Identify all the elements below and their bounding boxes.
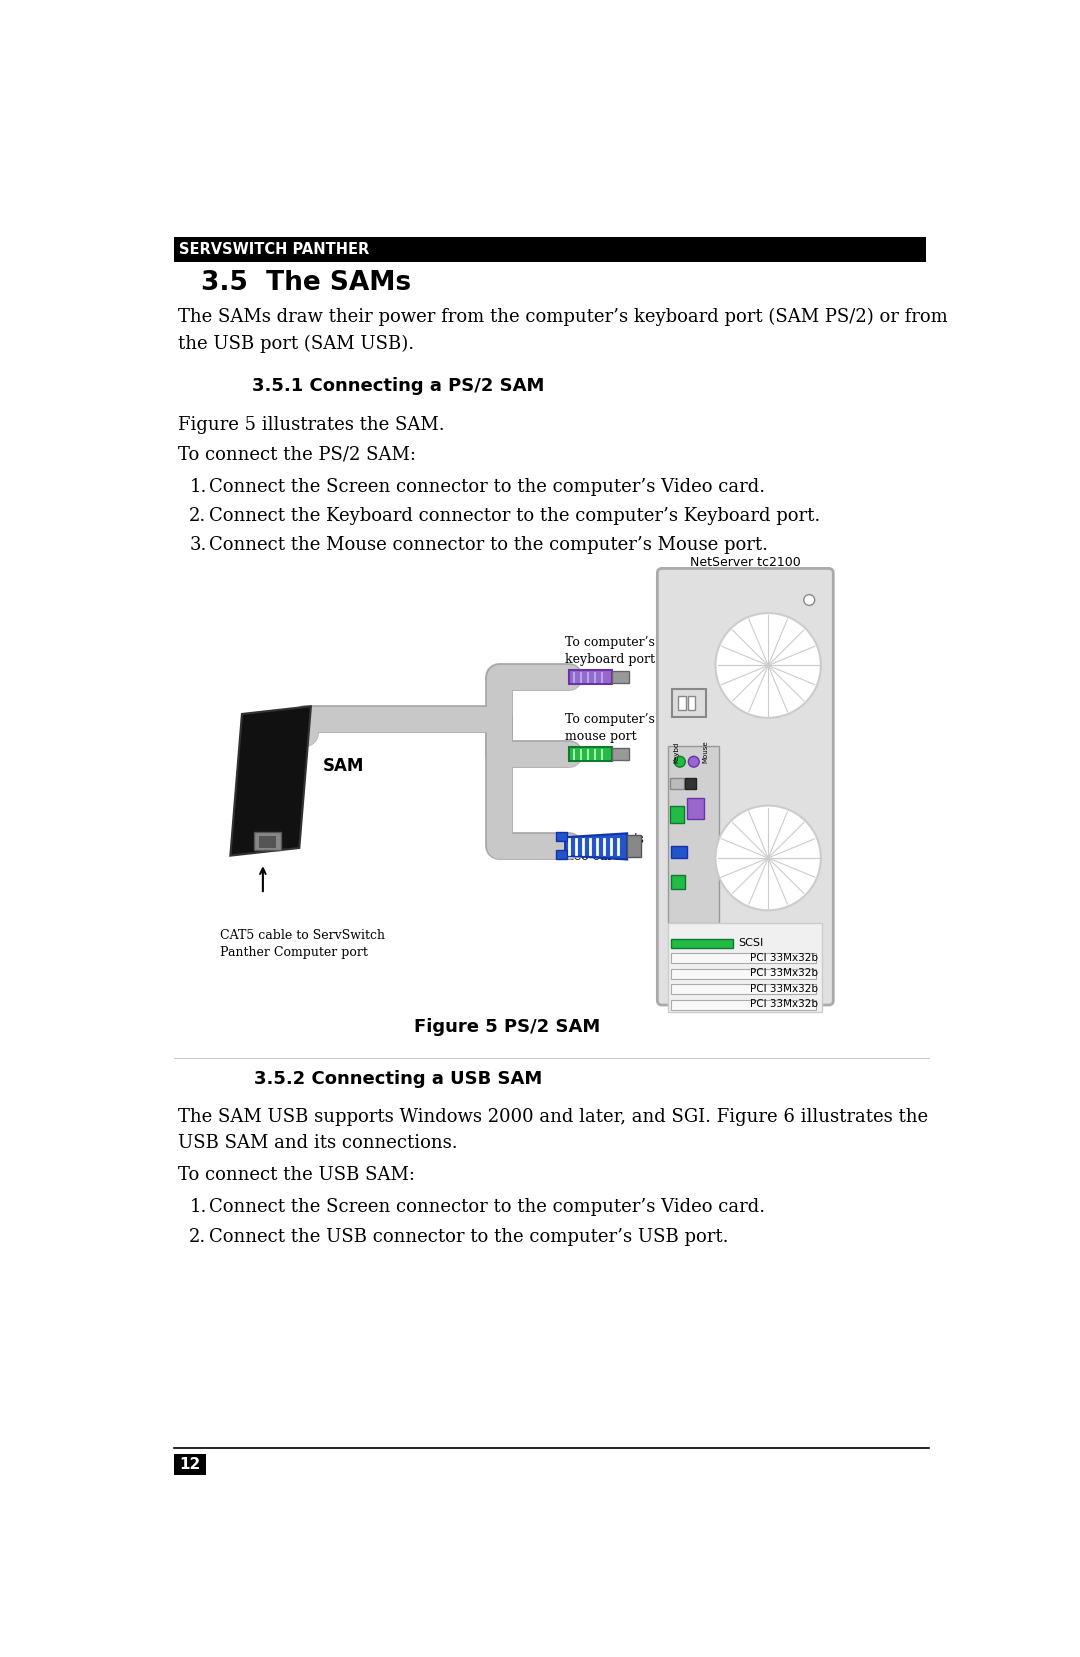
Bar: [672, 969, 816, 979]
Text: 2.: 2.: [189, 1228, 206, 1246]
Text: Mouse: Mouse: [702, 741, 708, 764]
Text: 1.: 1.: [189, 477, 206, 495]
Bar: [627, 835, 642, 857]
Circle shape: [715, 613, 821, 717]
Text: 3.: 3.: [189, 537, 206, 553]
Text: CAT5 cable to ServSwitch
Panther Computer port: CAT5 cable to ServSwitch Panther Compute…: [220, 930, 386, 959]
Text: 2.: 2.: [189, 507, 206, 525]
Bar: [669, 923, 823, 1012]
Text: SCSI: SCSI: [738, 938, 764, 948]
Bar: [611, 747, 629, 761]
Bar: [688, 696, 696, 711]
Text: SERVSWITCH PANTHER: SERVSWITCH PANTHER: [179, 242, 369, 257]
Bar: [672, 940, 733, 948]
Bar: [174, 1453, 206, 1475]
Text: Connect the Mouse connector to the computer’s Mouse port.: Connect the Mouse connector to the compu…: [208, 537, 768, 553]
Text: The SAMs draw their power from the computer’s keyboard port (SAM PS/2) or from
t: The SAMs draw their power from the compu…: [177, 308, 947, 353]
Bar: [672, 875, 685, 888]
FancyBboxPatch shape: [255, 832, 281, 850]
Text: 3.5  The SAMs: 3.5 The SAMs: [201, 270, 411, 295]
Text: NetServer tc2100: NetServer tc2100: [689, 557, 800, 570]
Text: SAM: SAM: [323, 757, 364, 774]
Text: 3.5.2 Connecting a USB SAM: 3.5.2 Connecting a USB SAM: [255, 1070, 542, 1087]
Bar: [670, 777, 684, 789]
Text: Connect the Screen connector to the computer’s Video card.: Connect the Screen connector to the comp…: [208, 1198, 765, 1216]
FancyBboxPatch shape: [672, 689, 706, 717]
Text: Keybd: Keybd: [673, 742, 679, 764]
Polygon shape: [565, 833, 627, 860]
Bar: [672, 984, 816, 994]
Circle shape: [715, 805, 821, 910]
Polygon shape: [230, 706, 311, 855]
Bar: [556, 832, 567, 842]
Text: PCI 33Mx32b: PCI 33Mx32b: [750, 968, 818, 979]
Bar: [174, 237, 926, 262]
Text: PCI 33Mx32b: PCI 33Mx32b: [750, 999, 818, 1009]
Bar: [672, 845, 687, 858]
Bar: [685, 777, 697, 789]
Bar: [678, 696, 686, 711]
Bar: [259, 835, 276, 848]
Text: 1.: 1.: [189, 1198, 206, 1216]
Text: Connect the Screen connector to the computer’s Video card.: Connect the Screen connector to the comp…: [208, 477, 765, 495]
Circle shape: [804, 595, 814, 605]
Text: 12: 12: [179, 1457, 201, 1471]
Text: To connect the USB SAM:: To connect the USB SAM:: [177, 1167, 415, 1185]
Bar: [611, 671, 629, 683]
Bar: [670, 807, 684, 824]
FancyBboxPatch shape: [658, 568, 834, 1006]
Text: The SAM USB supports Windows 2000 and later, and SGI. Figure 6 illustrates the
U: The SAM USB supports Windows 2000 and la…: [177, 1109, 928, 1152]
Bar: [556, 850, 567, 860]
Bar: [672, 999, 816, 1009]
Bar: [687, 799, 704, 820]
Text: Figure 5 PS/2 SAM: Figure 5 PS/2 SAM: [414, 1019, 600, 1036]
Bar: [569, 747, 611, 761]
Text: To computer’s
Video card: To computer’s Video card: [554, 833, 644, 863]
Bar: [569, 669, 611, 684]
Text: PCI 33Mx32b: PCI 33Mx32b: [750, 953, 818, 963]
Text: To connect the PS/2 SAM:: To connect the PS/2 SAM:: [177, 446, 416, 464]
Circle shape: [674, 756, 685, 767]
Text: To computer’s
mouse port: To computer’s mouse port: [565, 713, 654, 744]
Text: Connect the USB connector to the computer’s USB port.: Connect the USB connector to the compute…: [208, 1228, 728, 1246]
Text: Connect the Keyboard connector to the computer’s Keyboard port.: Connect the Keyboard connector to the co…: [208, 507, 820, 525]
Text: Figure 5 illustrates the SAM.: Figure 5 illustrates the SAM.: [177, 416, 444, 434]
Bar: [669, 746, 718, 923]
Text: PCI 33Mx32b: PCI 33Mx32b: [750, 984, 818, 994]
Text: 3.5.1 Connecting a PS/2 SAM: 3.5.1 Connecting a PS/2 SAM: [253, 378, 544, 396]
Circle shape: [688, 756, 699, 767]
Bar: [672, 953, 816, 963]
Text: To computer’s
keyboard port: To computer’s keyboard port: [565, 636, 656, 666]
